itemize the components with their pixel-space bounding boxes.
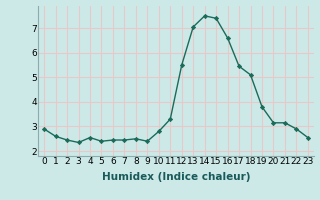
X-axis label: Humidex (Indice chaleur): Humidex (Indice chaleur): [102, 172, 250, 182]
